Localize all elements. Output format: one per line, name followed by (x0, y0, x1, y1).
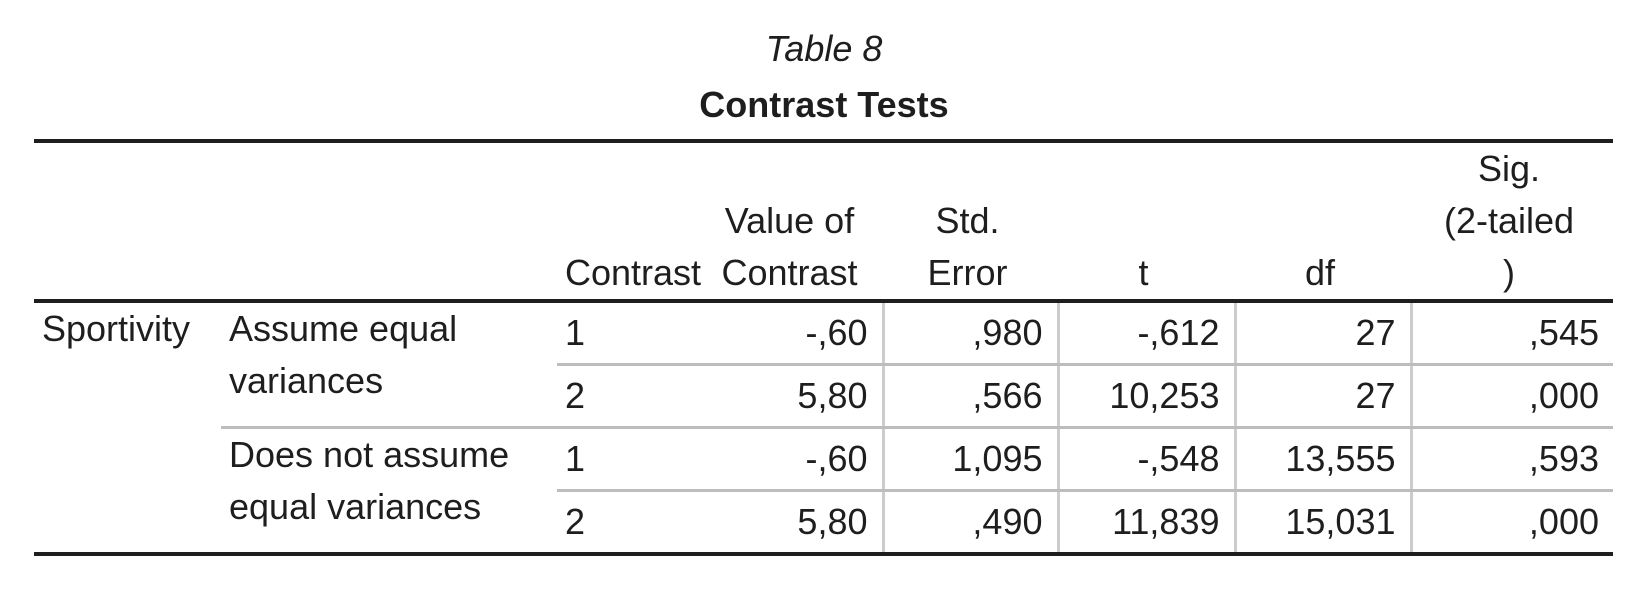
cell-contrast: 1 (557, 301, 702, 366)
header-sig-line-1: Sig. (1477, 148, 1541, 189)
cell-t: 10,253 (1056, 364, 1235, 429)
group-label-equal: Assume equal variances (221, 301, 557, 428)
header-df-line-1: df (1304, 252, 1336, 293)
cell-df: 15,031 (1233, 490, 1411, 556)
table-row: Does not assume equal variances 1 -,60 1… (34, 426, 1613, 556)
header-std-error: Std. Error (883, 139, 1058, 303)
cell-contrast: 2 (557, 490, 702, 556)
cell-sig: ,000 (1409, 490, 1613, 556)
cell-df: 27 (1233, 301, 1411, 366)
header-row: Contrast Value of Contrast Std. Error t … (34, 139, 1613, 303)
table-row: 2 5,80 ,566 10,253 27 ,000 (34, 364, 1613, 429)
variable-label: Sportivity (34, 301, 221, 556)
table-row: 2 5,80 ,490 11,839 15,031 ,000 (34, 490, 1613, 556)
cell-std-error: 1,095 (881, 427, 1058, 492)
cell-contrast: 1 (557, 427, 702, 492)
header-value-line-2: Contrast (721, 252, 858, 293)
cell-value-of-contrast: -,60 (702, 301, 883, 366)
cell-t: -,548 (1056, 427, 1235, 492)
contrast-tests-table: Contrast Value of Contrast Std. Error t … (34, 139, 1613, 556)
cell-std-error: ,490 (881, 490, 1058, 556)
header-sig: Sig. (2-tailed ) (1411, 139, 1613, 303)
cell-value-of-contrast: -,60 (702, 427, 883, 492)
cell-df: 13,555 (1233, 427, 1411, 492)
cell-df: 27 (1233, 364, 1411, 429)
cell-contrast: 2 (557, 364, 702, 429)
cell-std-error: ,566 (881, 364, 1058, 429)
cell-t: -,612 (1056, 301, 1235, 366)
cell-sig: ,000 (1409, 364, 1613, 429)
table-title: Contrast Tests (699, 84, 949, 125)
cell-sig: ,593 (1409, 427, 1613, 492)
header-sig-line-2: (2-tailed (1443, 200, 1575, 241)
cell-value-of-contrast: 5,80 (702, 364, 883, 429)
cell-sig: ,545 (1409, 301, 1613, 366)
header-df: df (1235, 139, 1411, 303)
header-value-of-contrast: Value of Contrast (702, 139, 883, 303)
header-variable-blank (34, 139, 221, 303)
group-label-equal-line-1: Assume equal (229, 308, 458, 349)
group-label-unequal: Does not assume equal variances (221, 426, 557, 556)
header-t: t (1058, 139, 1235, 303)
table-number: Table 8 (765, 28, 883, 69)
cell-std-error: ,980 (881, 301, 1058, 366)
header-se-line-1: Std. (935, 200, 1000, 241)
header-contrast: Contrast (557, 139, 702, 303)
header-se-line-2: Error (927, 252, 1008, 293)
header-contrast-line-1: Contrast (565, 252, 702, 293)
group-label-equal-line-2: variances (229, 360, 384, 401)
group-label-unequal-line-2: equal variances (229, 486, 482, 527)
header-t-line-1: t (1138, 252, 1149, 293)
header-sig-line-3: ) (1503, 252, 1515, 293)
header-value-line-1: Value of (724, 200, 855, 241)
table-row: Sportivity Assume equal variances 1 -,60… (34, 301, 1613, 556)
group-label-unequal-line-1: Does not assume (229, 434, 510, 475)
cell-value-of-contrast: 5,80 (702, 490, 883, 556)
cell-t: 11,839 (1056, 490, 1235, 556)
header-assumption-blank (221, 139, 557, 303)
